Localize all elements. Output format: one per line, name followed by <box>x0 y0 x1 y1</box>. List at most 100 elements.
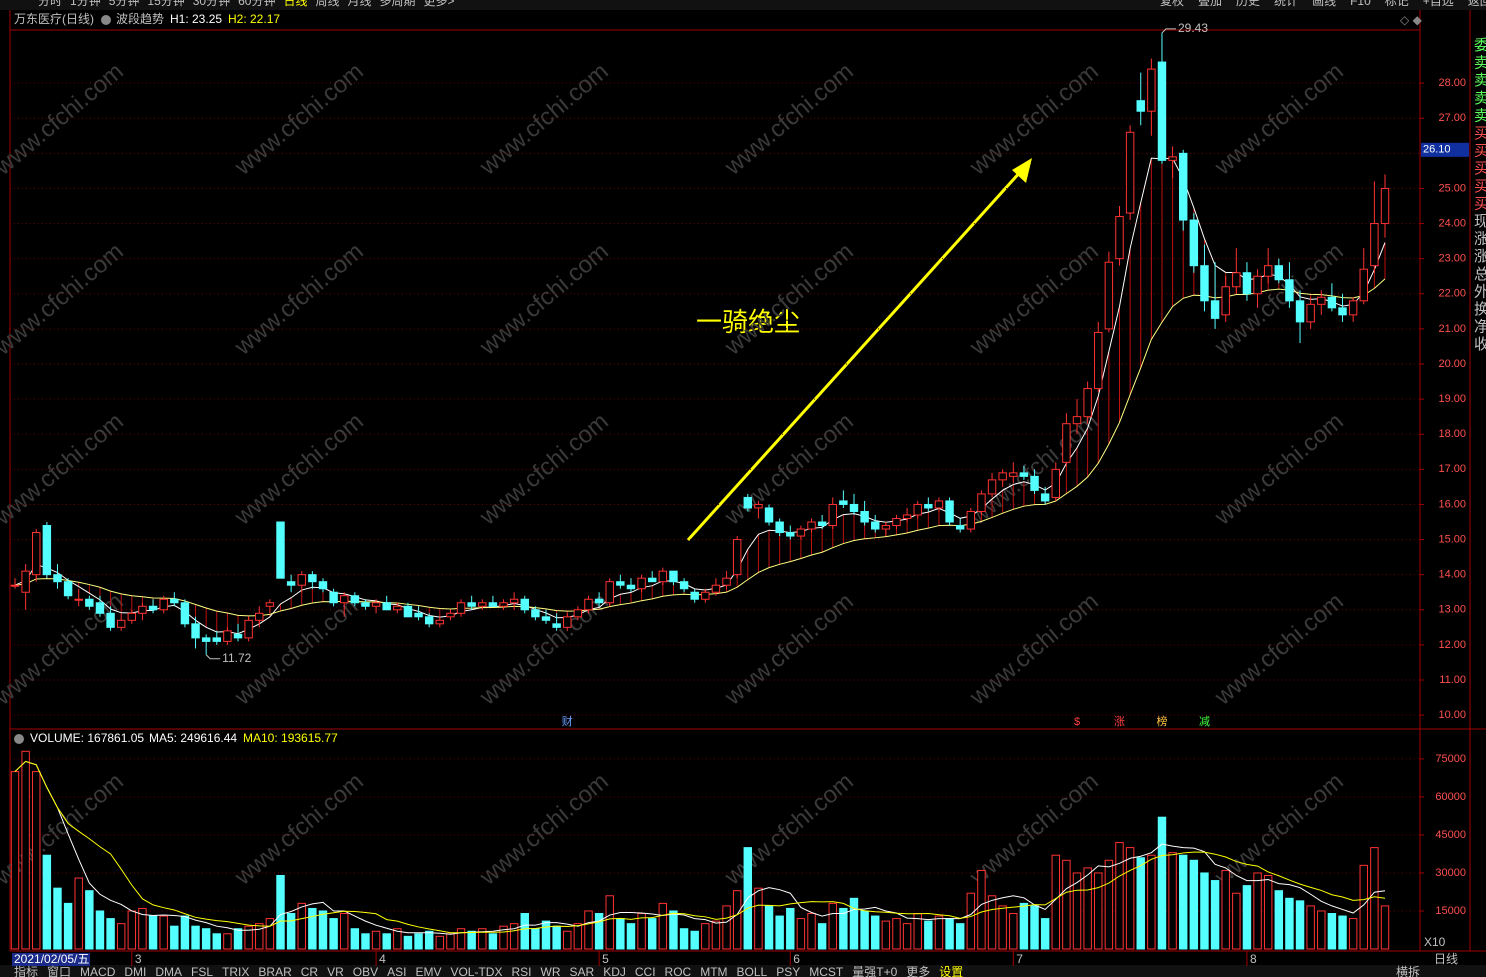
volume-bar <box>828 902 837 950</box>
tab[interactable]: VOL-TDX <box>450 965 502 977</box>
tab[interactable]: ROC <box>665 965 692 977</box>
y-tick-label: 24.00 <box>1438 217 1466 229</box>
volume-bar <box>276 874 285 950</box>
volume-bar <box>807 913 816 950</box>
volume-bar <box>191 925 200 950</box>
volume-bar <box>403 935 413 950</box>
event-marker[interactable]: 榜 <box>1156 714 1167 728</box>
candle-body <box>658 570 668 583</box>
tab[interactable]: MACD <box>80 965 116 977</box>
menu-item[interactable]: 历史 <box>1236 0 1260 8</box>
candle-body <box>977 493 986 512</box>
menu-item[interactable]: 周线 <box>315 0 339 8</box>
candle-body <box>796 528 806 537</box>
volume-bar <box>775 915 784 950</box>
tab[interactable]: CCI <box>635 965 656 977</box>
candle-body <box>1157 61 1167 161</box>
volume-bar <box>329 918 338 950</box>
candle-body <box>488 602 498 607</box>
candle-body <box>754 503 763 509</box>
candle-body <box>945 500 954 523</box>
candle-body <box>308 574 317 583</box>
indicator-icon[interactable] <box>101 15 111 25</box>
tab[interactable]: ASI <box>387 965 406 977</box>
tab[interactable]: WR <box>541 965 561 977</box>
menu-item[interactable]: 更多> <box>424 0 455 8</box>
candle-body <box>520 598 529 611</box>
event-marker[interactable]: 涨 <box>1114 715 1125 728</box>
event-marker[interactable]: 财 <box>562 714 573 728</box>
menu-item[interactable]: 叠加 <box>1198 0 1222 8</box>
tab[interactable]: RSI <box>511 965 531 977</box>
candle-body <box>159 598 168 611</box>
side-label: 买 <box>1474 125 1486 142</box>
event-marker[interactable]: 减 <box>1199 715 1210 728</box>
tab[interactable]: 量强T+0 <box>852 965 897 977</box>
tab[interactable]: KDJ <box>603 965 626 977</box>
volume-bar <box>63 902 73 950</box>
volume-bar <box>796 918 806 950</box>
menu-item[interactable]: 月线 <box>348 0 372 8</box>
menu-item[interactable]: 15分钟 <box>147 0 184 8</box>
tab[interactable]: FSL <box>191 965 213 977</box>
candle-body <box>180 602 190 625</box>
tab[interactable]: DMI <box>124 965 146 977</box>
menu-item[interactable]: 分时 <box>38 0 62 8</box>
side-label: 外 <box>1474 283 1486 300</box>
menu-item[interactable]: 5分钟 <box>109 0 140 8</box>
tab[interactable]: OBV <box>353 965 378 977</box>
volume-bar <box>201 928 211 950</box>
menu-item[interactable]: 统计 <box>1274 0 1298 8</box>
menu-item[interactable]: 60分钟 <box>238 0 275 8</box>
volume-bar <box>1317 910 1326 950</box>
tab[interactable]: DMA <box>155 965 182 977</box>
volume-ma10: MA10: 193615.77 <box>243 731 338 745</box>
volume-icon[interactable] <box>14 734 24 744</box>
tab[interactable]: BRAR <box>258 965 292 977</box>
volume-bar <box>722 905 731 950</box>
tab[interactable]: MTM <box>700 965 727 977</box>
y-tick-label: 13.00 <box>1438 604 1466 616</box>
menu-item[interactable]: 返回 <box>1468 0 1486 8</box>
volume-bar <box>1348 918 1358 950</box>
last-price-tag <box>1421 142 1469 157</box>
candle-body <box>1147 68 1156 112</box>
tab[interactable]: 窗口 <box>47 965 71 977</box>
volume-tick-label: 60000 <box>1435 791 1466 803</box>
volume-bar <box>764 905 774 950</box>
candle-body <box>53 574 62 583</box>
menu-item[interactable]: 日线 <box>283 0 307 8</box>
menu-item[interactable]: 复权 <box>1160 0 1184 8</box>
event-marker[interactable]: $ <box>1074 716 1080 728</box>
menu-item[interactable]: F10 <box>1350 0 1371 8</box>
tab[interactable]: EMV <box>415 965 441 977</box>
tab[interactable]: 横拆 <box>1396 964 1420 977</box>
tab[interactable]: SAR <box>570 965 595 977</box>
candle-body <box>701 591 710 600</box>
tab[interactable]: TRIX <box>222 965 249 977</box>
menu-item[interactable]: 标记 <box>1385 0 1409 8</box>
candle-body <box>1274 265 1284 281</box>
volume-bar <box>1253 872 1262 950</box>
candle-body <box>1009 472 1018 477</box>
menu-item[interactable]: 多周期 <box>380 0 416 8</box>
candle-body <box>647 577 657 583</box>
menu-item[interactable]: 1分钟 <box>70 0 101 8</box>
candle-body <box>127 612 137 621</box>
tab[interactable]: VR <box>327 965 344 977</box>
tab[interactable]: BOLL <box>737 965 768 977</box>
tab[interactable]: 指标 <box>14 964 38 977</box>
menu-item[interactable]: 30分钟 <box>193 0 230 8</box>
tab[interactable]: 设置 <box>939 965 963 977</box>
tab[interactable]: PSY <box>776 965 800 977</box>
menu-item[interactable]: 画线 <box>1312 0 1336 8</box>
tab[interactable]: 日线 <box>1434 952 1458 966</box>
candle-body <box>1083 388 1092 418</box>
candle-body <box>244 619 253 639</box>
tab[interactable]: MCST <box>809 965 844 977</box>
tab[interactable]: CR <box>301 965 319 977</box>
trend-line-fast <box>14 157 1386 635</box>
candle-body <box>743 496 753 509</box>
menu-item[interactable]: +自选 <box>1423 0 1454 8</box>
tab[interactable]: 更多 <box>906 965 930 977</box>
